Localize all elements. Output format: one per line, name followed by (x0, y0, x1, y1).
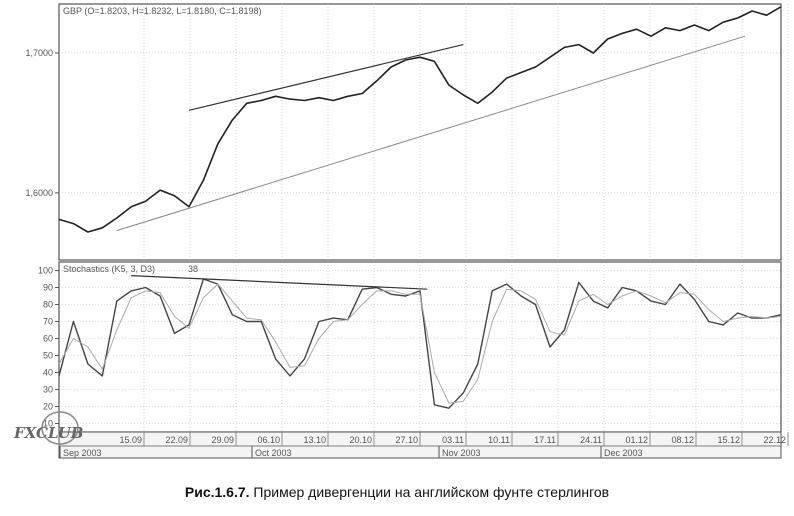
x-tick-label: 24.11 (580, 435, 602, 445)
x-tick-label: 13.10 (303, 435, 326, 445)
price-series (58, 6, 782, 233)
x-tick-label: 20.10 (349, 435, 372, 445)
stochastic-ytick-label: 100 (38, 266, 53, 276)
x-month-label: Oct 2003 (255, 448, 292, 458)
x-month-label: Sep 2003 (63, 448, 102, 458)
price-line (58, 6, 782, 233)
x-tick-label: 10.11 (488, 435, 510, 445)
x-axis: 15.09 22.09 29.09 06.10 13.10 20.10 27.10 03.11… (58, 431, 789, 459)
stochastic-k-line (58, 278, 782, 409)
stochastic-ytick-label: 60 (43, 334, 53, 344)
x-tick-label: 17.11 (534, 435, 556, 445)
stochastic-ytick-label: 80 (43, 300, 53, 310)
stochastic-panel: 100 90 80 70 60 50 40 30 20 10 Stochastics (K5, 3… (38, 261, 789, 433)
price-panel-frame (58, 3, 782, 261)
x-tick-label: 22.09 (165, 435, 188, 445)
price-ytick-label: 1,7000 (25, 48, 53, 58)
x-tick-label: 01.12 (625, 435, 648, 445)
price-legend: GBP (O=1.8203, H=1.8232, L=1.8180, C=1.8… (63, 6, 261, 16)
x-tick-label: 15.12 (717, 435, 740, 445)
stochastic-ytick-label: 20 (43, 402, 53, 412)
stochastic-ytick-label: 40 (43, 368, 53, 378)
figure-caption: Рис.1.6.7. Пример дивергенции на английс… (0, 484, 794, 500)
caption-prefix: Рис.1.6.7. (184, 484, 250, 500)
x-axis-months: Sep 2003 Oct 2003 Nov 2003 Dec 2003 (59, 446, 643, 458)
stochastic-series (58, 275, 782, 409)
x-tick-label: 08.12 (671, 435, 694, 445)
watermark-text: FXCLUB (13, 424, 83, 442)
price-y-axis: 1,7000 1,6000 (25, 48, 59, 198)
x-month-label: Dec 2003 (604, 448, 643, 458)
stochastic-grid (59, 262, 789, 432)
x-tick-label: 22.12 (763, 435, 786, 445)
caption-text: Пример дивергенции на английском фунте с… (253, 484, 610, 500)
stochastic-ytick-label: 70 (43, 317, 53, 327)
price-resistance-line (188, 44, 464, 111)
stochastic-ytick-label: 90 (43, 283, 53, 293)
watermark-logo: FXCLUB (13, 411, 83, 445)
x-axis-ticks: 15.09 22.09 29.09 06.10 13.10 20.10 27.10 03.11… (119, 432, 789, 446)
price-panel: 1,7000 1,6000 GBP (O=1.8203, H=1.8232, L=… (25, 3, 789, 261)
x-tick-label: 29.09 (211, 435, 234, 445)
stochastic-y-axis: 100 90 80 70 60 50 40 30 20 10 (38, 266, 59, 429)
x-tick-label: 06.10 (257, 435, 280, 445)
stochastic-ytick-label: 30 (43, 385, 53, 395)
stochastic-ytick-label: 10 (43, 419, 53, 429)
x-month-label: Nov 2003 (442, 448, 481, 458)
price-ytick-label: 1,6000 (25, 188, 53, 198)
x-tick-label: 03.11 (442, 435, 464, 445)
stochastic-ytick-label: 50 (43, 351, 53, 361)
stochastic-legend-value: 38 (188, 264, 198, 274)
x-tick-label: 27.10 (395, 435, 418, 445)
stochastic-legend: Stochastics (K5, 3, D3) (63, 264, 155, 274)
price-support-line (116, 35, 746, 232)
stochastic-d-line (58, 283, 782, 404)
x-tick-label: 15.09 (119, 435, 142, 445)
stochastic-divergence-line (131, 275, 428, 290)
price-grid (59, 4, 789, 260)
